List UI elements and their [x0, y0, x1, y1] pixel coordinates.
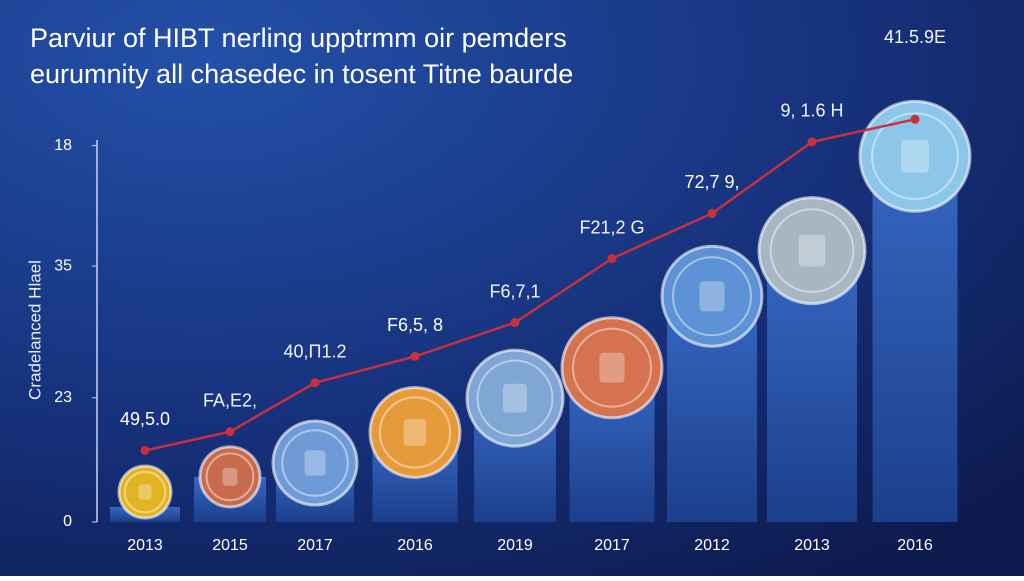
coin: [117, 464, 173, 520]
y-axis-label: Cradelanced Hlael: [25, 260, 44, 400]
coin: [368, 385, 462, 479]
annotation: 49,5.0: [120, 409, 170, 429]
annotation: 40,Π1.2: [283, 341, 346, 361]
chart-title: eurumnity all chasedec in tosent Titne b…: [30, 59, 573, 89]
coin-emblem: [798, 234, 826, 267]
x-tick-label: 2017: [297, 537, 333, 554]
annotation: F6,7,1: [489, 281, 540, 301]
x-tick-label: 2016: [897, 537, 933, 554]
x-tick-label: 2013: [127, 537, 163, 554]
bar: [872, 164, 958, 523]
annotation: F21,2 G: [579, 217, 644, 237]
x-tick-label: 2012: [694, 537, 730, 554]
annotation: 72,7 9,: [684, 172, 739, 192]
annotation: FA,E2,: [203, 390, 257, 410]
coin-emblem: [403, 418, 427, 446]
coin-emblem: [138, 484, 152, 500]
coin-rim: [205, 452, 255, 502]
coin-rim: [378, 396, 452, 469]
coin-emblem: [222, 467, 238, 486]
coin: [560, 316, 664, 420]
x-tick-label: 2019: [497, 537, 533, 554]
line-point: [607, 254, 617, 264]
coin-face: [660, 244, 764, 348]
coin-emblem: [901, 139, 929, 173]
line-point: [707, 208, 717, 218]
annotation: 41.5.9E: [884, 27, 946, 47]
coin-face: [198, 445, 262, 509]
line-point: [140, 445, 150, 455]
coin-face: [117, 464, 173, 520]
chart-title: Parviur of HIBT nerling upptrmm oir pemd…: [30, 23, 567, 53]
coin: [858, 99, 972, 213]
coin-rim: [123, 470, 167, 514]
x-tick-label: 2013: [794, 537, 830, 554]
line-point: [510, 318, 520, 328]
coin-rim: [672, 256, 752, 337]
line-point: [225, 427, 235, 437]
coin: [757, 196, 867, 306]
line-point: [310, 378, 320, 388]
annotation: 9, 1.6 H: [780, 101, 843, 121]
x-tick-label: 2015: [212, 537, 248, 554]
coin-face: [560, 316, 664, 420]
y-tick-label: 35: [54, 257, 72, 274]
coin: [465, 348, 565, 448]
y-tick-label: 18: [54, 137, 72, 154]
coin-emblem: [599, 352, 625, 383]
coin-emblem: [503, 383, 527, 413]
coin-emblem: [699, 281, 725, 312]
coin-face: [858, 99, 972, 213]
coin-emblem: [304, 450, 326, 476]
x-tick-label: 2017: [594, 537, 630, 554]
coin-rim: [281, 429, 349, 497]
coin-face: [271, 419, 359, 507]
coin-rim: [871, 112, 959, 201]
coin-face: [465, 348, 565, 448]
coin: [198, 445, 262, 509]
line-point: [910, 114, 920, 124]
coin: [660, 244, 764, 348]
coin-rim: [769, 208, 855, 293]
annotation: F6,5, 8: [387, 315, 443, 335]
coin: [271, 419, 359, 507]
coin-face: [757, 196, 867, 306]
coin-rim: [476, 359, 554, 437]
y-tick-label: 23: [54, 389, 72, 406]
line-point: [410, 351, 420, 361]
line-point: [807, 137, 817, 147]
coin-face: [368, 385, 462, 479]
x-tick-label: 2016: [397, 537, 433, 554]
coin-rim: [572, 327, 652, 408]
y-tick-label: 0: [63, 513, 72, 530]
